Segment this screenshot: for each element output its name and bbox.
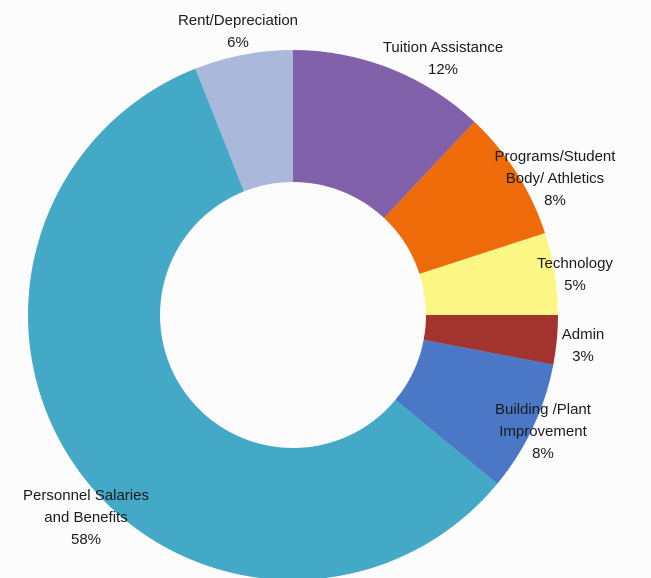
slice-building-plant-improvement — [395, 339, 554, 484]
data-label-personnel-salaries-and-benefits: Personnel Salaries and Benefits 58% — [23, 487, 149, 548]
slices-group — [28, 50, 558, 578]
data-label-text: Building /Plant — [495, 401, 592, 418]
data-label-text: Personnel Salaries — [23, 487, 149, 504]
data-label-text: Improvement — [499, 423, 587, 440]
labels-group: Tuition Assistance 12% Programs/Student Bod… — [23, 12, 616, 548]
data-label-value: 6% — [227, 34, 249, 51]
data-label-value: 3% — [572, 348, 594, 365]
data-label-text: Tuition Assistance — [383, 39, 503, 56]
data-label-text: Technology — [537, 255, 613, 272]
data-label-building-plant-improvement: Building /Plant Improvement 8% — [495, 401, 592, 462]
data-label-text: Programs/Student — [495, 148, 617, 165]
data-label-value: 58% — [71, 531, 101, 548]
data-label-programs-student-body-athletics: Programs/Student Body/ Athletics 8% — [495, 148, 617, 209]
data-label-value: 12% — [428, 61, 458, 78]
data-label-text: and Benefits — [44, 509, 127, 526]
slice-rent-depreciation — [195, 50, 293, 192]
data-label-admin: Admin 3% — [562, 326, 605, 365]
slice-technology — [419, 233, 558, 315]
slice-personnel-salaries-and-benefits — [28, 68, 498, 578]
data-label-text: Body/ Athletics — [506, 170, 604, 187]
data-label-technology: Technology 5% — [537, 255, 613, 294]
data-label-value: 5% — [564, 277, 586, 294]
data-label-text: Admin — [562, 326, 605, 343]
data-label-tuition-assistance: Tuition Assistance 12% — [383, 39, 503, 78]
data-label-rent-depreciation: Rent/Depreciation 6% — [178, 12, 298, 51]
slice-tuition-assistance — [293, 50, 475, 219]
slice-programs-student-body-athletics — [384, 121, 546, 274]
data-label-text: Rent/Depreciation — [178, 12, 298, 29]
data-label-value: 8% — [532, 445, 554, 462]
data-label-value: 8% — [544, 192, 566, 209]
slice-admin — [423, 315, 558, 365]
